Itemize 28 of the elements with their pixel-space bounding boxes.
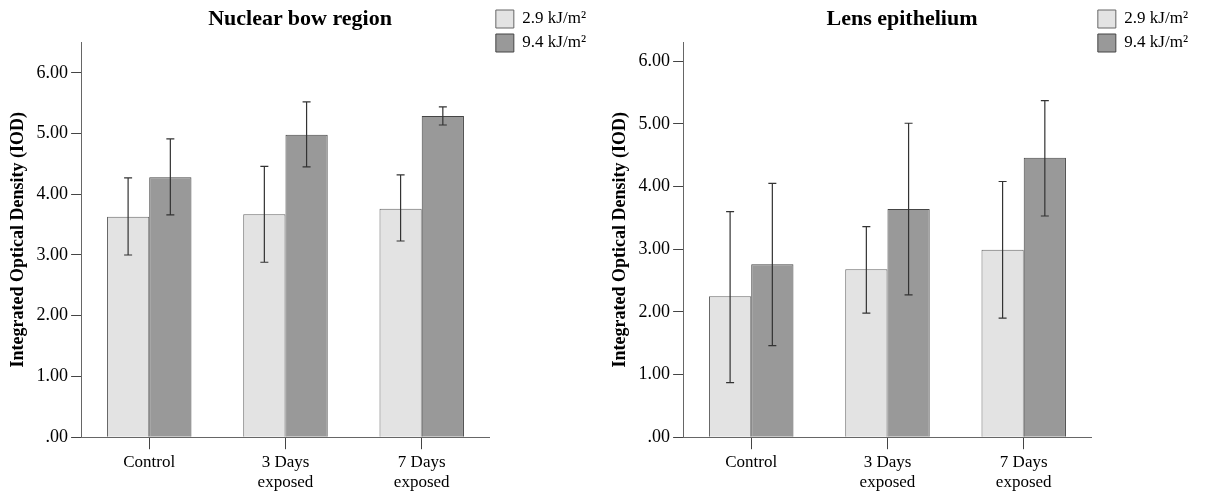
x-tick-label: Control <box>725 451 778 471</box>
y-tick-label: 5.00 <box>638 112 671 133</box>
chart-title: Nuclear bow region <box>208 4 392 30</box>
y-tick-label: 1.00 <box>36 365 69 386</box>
legend-label: 2.9 kJ/m² <box>522 8 587 28</box>
y-tick-label: 1.00 <box>638 363 671 384</box>
y-tick-label: .00 <box>647 425 671 446</box>
x-tick-label: Control <box>123 451 176 471</box>
y-tick-label: .00 <box>45 425 69 446</box>
y-tick-label: 4.00 <box>36 182 69 203</box>
y-axis-title: Integrated Optical Density (IOD) <box>7 112 29 368</box>
y-tick-label: 3.00 <box>638 237 671 258</box>
y-tick-label: 2.00 <box>638 300 671 321</box>
x-tick-label: 7 Days exposed <box>995 451 1053 492</box>
chart-title: Lens epithelium <box>826 4 978 30</box>
legend-label: 9.4 kJ/m² <box>522 32 587 52</box>
x-tick-label: 3 Days exposed <box>257 451 314 492</box>
y-axis-title: Integrated Optical Density (IOD) <box>609 112 631 368</box>
y-tick-label: 5.00 <box>36 122 69 143</box>
y-tick-label: 6.00 <box>36 61 69 82</box>
x-tick-label: 7 Days exposed <box>393 451 451 492</box>
y-tick-label: 3.00 <box>36 243 69 264</box>
legend-label: 9.4 kJ/m² <box>1124 32 1189 52</box>
legend-label: 2.9 kJ/m² <box>1124 8 1189 28</box>
x-tick-label: 3 Days exposed <box>859 451 916 492</box>
y-tick-label: 2.00 <box>36 304 69 325</box>
y-tick-label: 4.00 <box>638 175 671 196</box>
y-tick-label: 6.00 <box>638 49 671 70</box>
